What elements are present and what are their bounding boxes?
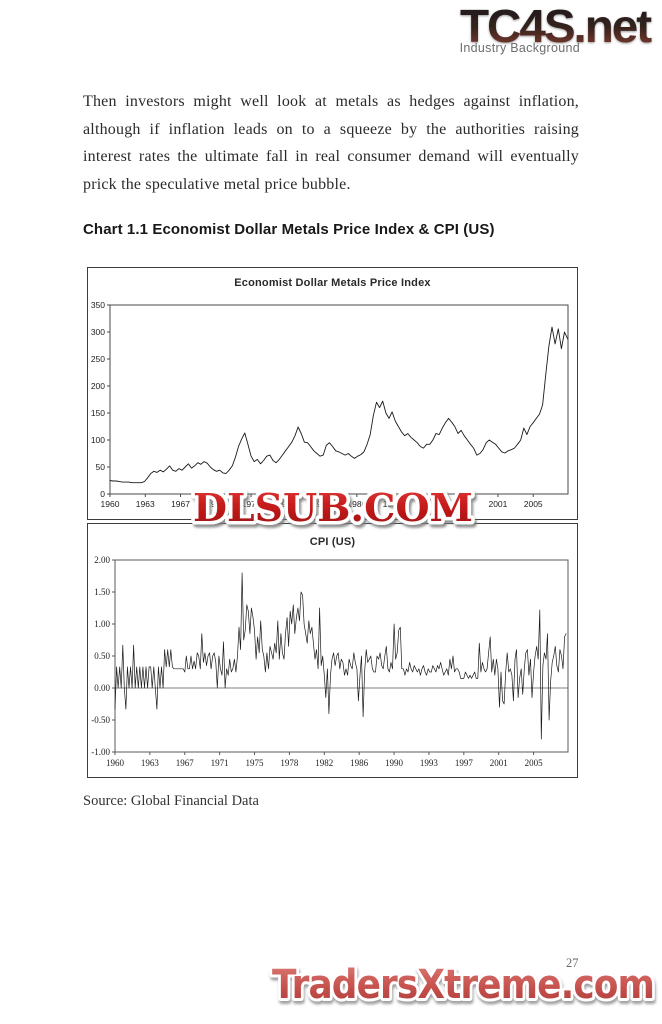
svg-text:1986: 1986	[350, 758, 369, 768]
watermark-tradersxtreme: TradersXtreme.com	[269, 959, 658, 1011]
svg-text:0.00: 0.00	[94, 683, 110, 693]
svg-text:-0.50: -0.50	[91, 715, 110, 725]
page-number: 27	[566, 956, 579, 970]
svg-text:1.50: 1.50	[94, 587, 110, 597]
svg-text:-1.00: -1.00	[91, 747, 110, 757]
svg-text:1975: 1975	[242, 499, 261, 509]
svg-text:0.50: 0.50	[94, 651, 110, 661]
chart-metals-price-index: Economist Dollar Metals Price Index 0 50 1…	[87, 267, 578, 520]
site-logo: TC4S.net	[460, 0, 654, 52]
svg-text:200: 200	[91, 381, 105, 391]
svg-text:250: 250	[91, 354, 105, 364]
logo-text: TC4S.net	[460, 0, 652, 52]
svg-text:1993: 1993	[418, 499, 437, 509]
svg-text:1997: 1997	[453, 499, 472, 509]
chart-heading: Chart 1.1 Economist Dollar Metals Price …	[83, 221, 495, 238]
svg-text:1.00: 1.00	[94, 619, 110, 629]
svg-text:2001: 2001	[490, 758, 508, 768]
chart1-title: Economist Dollar Metals Price Index	[234, 277, 431, 289]
svg-text:1982: 1982	[312, 499, 331, 509]
svg-text:1960: 1960	[106, 758, 125, 768]
watermark-tradersxtreme-text: TradersXtreme.com	[272, 962, 654, 1008]
chart2-plot: -1.00 -0.50 0.00 0.50 1.00 1.50 2.00 1960 1963 19…	[91, 555, 569, 768]
svg-text:100: 100	[91, 435, 105, 445]
paragraph: Then investors might well look at metals…	[83, 93, 579, 193]
svg-text:1982: 1982	[315, 758, 333, 768]
svg-text:2005: 2005	[524, 499, 543, 509]
svg-text:1967: 1967	[171, 499, 190, 509]
svg-text:50: 50	[96, 462, 106, 472]
chart1-plot: 0 50 100 150 200 250 300 350 1960 1963 1967 1971 197…	[91, 300, 569, 509]
svg-text:0: 0	[100, 489, 105, 499]
svg-text:1990: 1990	[385, 758, 404, 768]
svg-text:150: 150	[91, 408, 105, 418]
site-header: TC4S.net Industry Background	[386, 0, 656, 55]
svg-text:1960: 1960	[101, 499, 120, 509]
svg-text:1978: 1978	[280, 758, 299, 768]
chart-cpi-us: CPI (US) -1.00 -0.50 0.00 0.50 1.00 1.50 2.00 1…	[87, 523, 578, 778]
svg-text:1963: 1963	[141, 758, 160, 768]
svg-text:1975: 1975	[246, 758, 264, 768]
svg-text:1993: 1993	[420, 758, 439, 768]
svg-text:1971: 1971	[206, 499, 225, 509]
svg-text:300: 300	[91, 327, 105, 337]
svg-text:2001: 2001	[488, 499, 507, 509]
svg-text:350: 350	[91, 300, 105, 310]
header-section-label: Industry Background	[459, 41, 580, 55]
svg-text:2.00: 2.00	[94, 555, 110, 565]
svg-text:1997: 1997	[455, 758, 474, 768]
source-note: Source: Global Financial Data	[83, 793, 259, 809]
chart2-title: CPI (US)	[309, 536, 356, 548]
svg-text:1986: 1986	[347, 499, 366, 509]
svg-text:1963: 1963	[136, 499, 155, 509]
svg-text:1971: 1971	[211, 758, 229, 768]
svg-text:1967: 1967	[176, 758, 195, 768]
svg-text:2005: 2005	[525, 758, 544, 768]
svg-text:1978: 1978	[277, 499, 296, 509]
svg-text:1990: 1990	[383, 499, 402, 509]
